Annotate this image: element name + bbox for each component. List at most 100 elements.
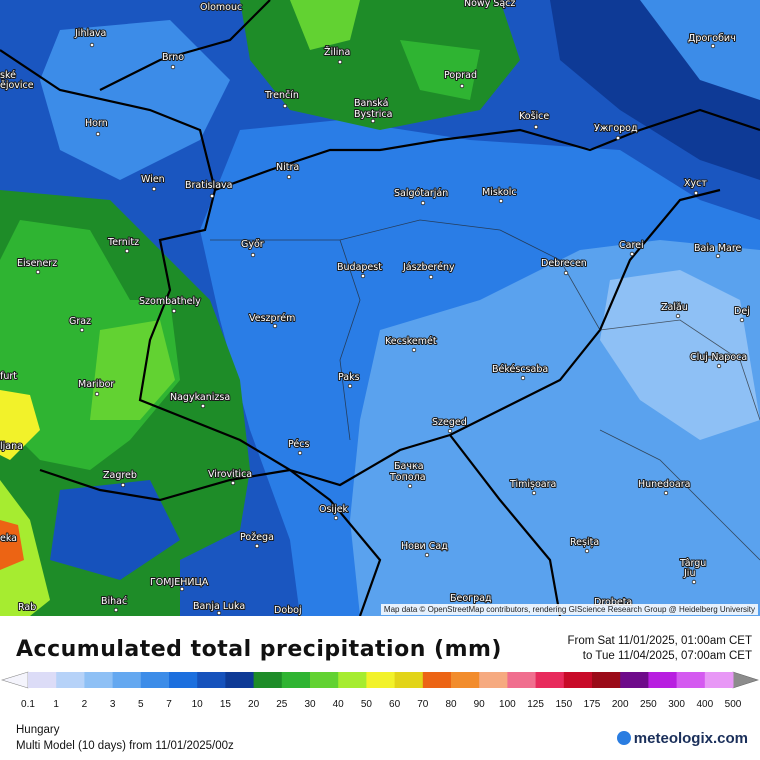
legend-swatch [366, 672, 396, 688]
legend-label: 20 [248, 699, 260, 710]
city-dot [691, 579, 697, 585]
city-dot [297, 450, 303, 456]
regional-borders [210, 219, 760, 561]
city-label: Топола [389, 472, 426, 483]
legend-swatch [563, 672, 593, 688]
city-dot [171, 308, 177, 314]
city-label: Jihlava [74, 28, 106, 39]
city-label: Eisenerz [17, 258, 57, 269]
city-label: Békéscsaba [492, 364, 548, 375]
city-label: Doboj [274, 605, 302, 616]
city-label: Хуст [684, 178, 707, 189]
legend-label: 2 [82, 699, 88, 710]
city-dot [200, 403, 206, 409]
city-label: Târgu [679, 558, 706, 569]
legend-swatch [253, 672, 283, 688]
city-label: Jiu [683, 568, 695, 579]
legend-swatch [704, 672, 734, 688]
city-label: Brno [162, 52, 184, 63]
city-dot [209, 193, 215, 199]
legend-label: 3 [110, 699, 116, 710]
city-dot [333, 515, 339, 521]
city-label: Дрогобич [688, 33, 736, 44]
city-label: ské [0, 70, 16, 81]
legend-label: 7 [166, 699, 172, 710]
city-dot [407, 483, 413, 489]
map-title: Accumulated total precipitation (mm) [16, 637, 502, 662]
city-label: Zalău [661, 302, 688, 313]
city-dot [447, 428, 453, 434]
legend-label: 5 [138, 699, 144, 710]
city-label: Kecskemét [385, 336, 437, 347]
city-label: Baia Mare [694, 243, 742, 254]
legend-label: 25 [276, 699, 288, 710]
precip-area [290, 0, 360, 50]
legend-label: 30 [304, 699, 316, 710]
legend-swatch [310, 672, 339, 688]
precip-area [50, 480, 180, 580]
city-dot [79, 327, 85, 333]
city-label: Debrecen [541, 258, 587, 269]
legend-swatch [394, 672, 424, 688]
model-info: Multi Model (10 days) from 11/01/2025/00… [16, 740, 234, 752]
city-dot [124, 248, 130, 254]
legend-swatch [338, 672, 367, 688]
city-label: Košice [519, 111, 549, 122]
city-dot [710, 43, 716, 49]
legend-swatch [197, 672, 226, 688]
city-dot [120, 482, 126, 488]
city-label: Paks [338, 372, 360, 383]
map-attribution: Map data © OpenStreetMap contributors, r… [380, 604, 758, 615]
city-label: Požega [240, 532, 274, 543]
legend-label: 500 [725, 699, 742, 710]
city-dot [584, 548, 590, 554]
legend-swatch [507, 672, 537, 688]
city-label: Žilina [324, 46, 350, 58]
city-label: Нови Сад [401, 541, 448, 552]
city-dot [286, 174, 292, 180]
city-dot [459, 83, 465, 89]
time-range-to: to Tue 11/04/2025, 07:00am CET [582, 650, 752, 662]
city-label: Bratislava [185, 180, 232, 191]
time-range-from: From Sat 11/01/2025, 01:00am CET [567, 635, 752, 647]
city-dot [739, 317, 745, 323]
precip-area [0, 480, 50, 616]
city-label: Olomouc [200, 2, 242, 13]
legend-swatch [84, 672, 114, 688]
precip-area [640, 0, 760, 100]
legend-swatch [225, 672, 255, 688]
city-label: Veszprém [249, 313, 295, 324]
city-label: Timișoara [509, 479, 556, 490]
city-dot [230, 480, 236, 486]
legend-label: 70 [417, 699, 429, 710]
city-dot [520, 375, 526, 381]
city-dot [216, 610, 222, 616]
legend-swatch [28, 672, 57, 688]
city-dot [675, 313, 681, 319]
legend-swatch [422, 672, 452, 688]
legend-swatch [140, 672, 170, 688]
city-dot [282, 103, 288, 109]
city-dot [411, 347, 417, 353]
legend-label: 150 [555, 699, 572, 710]
legend-swatch [648, 672, 678, 688]
legend-swatch [169, 672, 198, 688]
city-dot [531, 490, 537, 496]
legend-label: 40 [333, 699, 345, 710]
city-dot [89, 42, 95, 48]
legend: 0.1 1 2 3 5 7 10 15 20 25 30 40 50 60 70 80 90 100 125 150 1… [0, 671, 759, 710]
legend-swatch [592, 672, 621, 688]
city-label: Ternitz [107, 237, 139, 248]
map: Olomouc Nowy Sącz Jihlava Brno Žilina Poprad Д… [0, 0, 760, 616]
city-label: Београд [450, 593, 492, 604]
city-dot [370, 118, 376, 124]
legend-label: 400 [696, 699, 713, 710]
legend-label: 15 [220, 699, 232, 710]
precip-area [90, 320, 175, 420]
city-dot [347, 383, 353, 389]
city-label: Reșița [570, 537, 599, 548]
brand-name: meteologix.com [633, 730, 748, 747]
region: Hungary [16, 724, 60, 736]
precip-area [600, 270, 760, 440]
city-label: Hunedoara [638, 479, 690, 490]
